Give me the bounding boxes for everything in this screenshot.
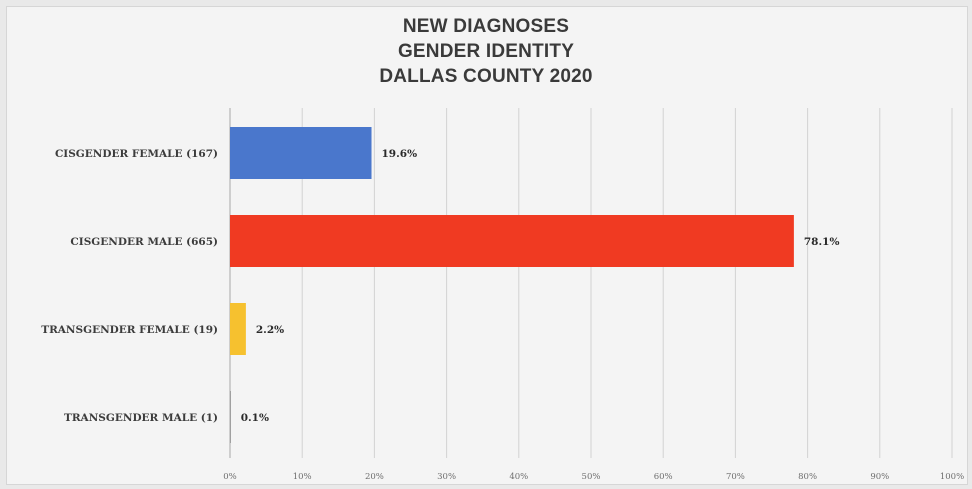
data-label: 19.6% [382,148,418,160]
chart-title-line-2: GENDER IDENTITY [397,41,575,62]
x-tick-label: 20% [365,472,384,482]
x-tick-label: 70% [726,472,745,482]
data-label: 78.1% [804,236,840,248]
x-tick-label: 10% [293,472,312,482]
category-label: TRANSGENDER MALE (1) [64,412,218,424]
bar [230,127,372,179]
category-label: CISGENDER FEMALE (167) [55,148,218,160]
x-tick-label: 90% [870,472,889,482]
x-tick-label: 100% [940,472,964,482]
category-label: TRANSGENDER FEMALE (19) [41,324,218,336]
x-tick-label: 80% [798,472,817,482]
chart-title-line-3: DALLAS COUNTY 2020 [379,66,593,87]
chart-title: NEW DIAGNOSES GENDER IDENTITY DALLAS COU… [0,14,972,89]
x-tick-label: 60% [654,472,673,482]
bar [230,215,794,267]
x-tick-label: 30% [437,472,456,482]
data-label: 2.2% [256,324,284,336]
data-label: 0.1% [241,412,269,424]
bar [230,391,231,443]
x-tick-label: 50% [582,472,601,482]
x-tick-label: 40% [509,472,528,482]
chart-title-line-1: NEW DIAGNOSES [402,16,570,37]
category-label: CISGENDER MALE (665) [70,236,218,248]
x-tick-label: 0% [223,472,237,482]
bar [230,303,246,355]
